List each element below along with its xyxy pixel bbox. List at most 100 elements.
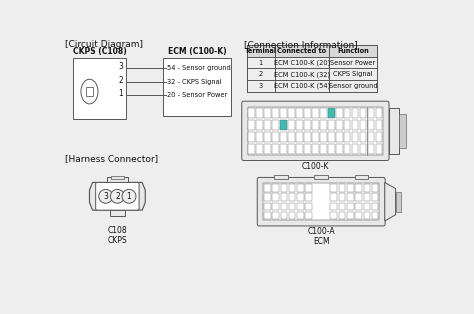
Bar: [355, 212, 362, 219]
Bar: [352, 108, 358, 118]
Bar: [305, 212, 312, 219]
Text: ECM (C100-K): ECM (C100-K): [168, 47, 227, 56]
Text: 2: 2: [259, 71, 263, 77]
Bar: [272, 184, 279, 192]
Bar: [344, 120, 350, 130]
Bar: [264, 193, 271, 201]
Bar: [304, 120, 310, 130]
Text: Sensor Power: Sensor Power: [330, 60, 375, 66]
Bar: [389, 108, 400, 154]
Text: ECM C100-K (54): ECM C100-K (54): [273, 83, 330, 89]
Bar: [280, 132, 287, 142]
Bar: [296, 132, 302, 142]
Bar: [297, 184, 304, 192]
Bar: [264, 108, 271, 118]
Bar: [328, 120, 335, 130]
Bar: [312, 144, 319, 154]
Bar: [272, 132, 279, 142]
Bar: [336, 108, 343, 118]
Bar: [272, 144, 279, 154]
Bar: [305, 193, 312, 201]
Bar: [320, 120, 327, 130]
Text: CKPS (C108): CKPS (C108): [73, 47, 127, 56]
Text: 3: 3: [118, 62, 123, 72]
Bar: [347, 193, 354, 201]
Bar: [368, 132, 374, 142]
Bar: [336, 132, 343, 142]
Bar: [281, 212, 287, 219]
Text: 32 - CKPS Signal: 32 - CKPS Signal: [167, 78, 222, 84]
Bar: [304, 144, 310, 154]
Bar: [338, 184, 345, 192]
Bar: [400, 114, 406, 148]
Bar: [312, 185, 330, 219]
Bar: [163, 58, 231, 116]
FancyBboxPatch shape: [257, 177, 385, 226]
Bar: [297, 193, 304, 201]
Bar: [297, 203, 304, 210]
Bar: [372, 184, 379, 192]
Bar: [376, 132, 383, 142]
Bar: [305, 184, 312, 192]
Bar: [289, 184, 295, 192]
Text: [Harness Connector]: [Harness Connector]: [65, 154, 159, 163]
Bar: [347, 203, 354, 210]
Bar: [256, 144, 263, 154]
Bar: [314, 175, 328, 179]
Bar: [360, 144, 366, 154]
Bar: [86, 87, 92, 96]
Circle shape: [110, 189, 124, 203]
Bar: [330, 212, 337, 219]
Bar: [288, 108, 295, 118]
Bar: [263, 183, 379, 220]
Bar: [320, 108, 327, 118]
Bar: [288, 120, 295, 130]
Bar: [109, 210, 125, 215]
Bar: [289, 203, 295, 210]
Bar: [305, 203, 312, 210]
Bar: [111, 176, 124, 179]
Bar: [368, 144, 374, 154]
FancyBboxPatch shape: [96, 182, 139, 210]
Text: 3: 3: [103, 192, 108, 201]
Bar: [280, 144, 287, 154]
Bar: [280, 108, 287, 118]
Text: Function: Function: [337, 48, 369, 54]
Text: 1: 1: [259, 60, 263, 66]
Bar: [355, 203, 362, 210]
Bar: [281, 184, 287, 192]
Bar: [330, 184, 337, 192]
Bar: [289, 212, 295, 219]
Bar: [304, 108, 310, 118]
Bar: [347, 212, 354, 219]
Bar: [281, 203, 287, 210]
Bar: [281, 193, 287, 201]
Text: Terminal: Terminal: [245, 48, 277, 54]
Bar: [330, 203, 337, 210]
Bar: [264, 144, 271, 154]
Bar: [248, 144, 255, 154]
Bar: [355, 193, 362, 201]
Bar: [372, 193, 379, 201]
Text: ECM C100-K (20): ECM C100-K (20): [273, 59, 330, 66]
Bar: [336, 120, 343, 130]
Bar: [336, 144, 343, 154]
Bar: [352, 144, 358, 154]
FancyBboxPatch shape: [242, 101, 389, 160]
Bar: [368, 108, 374, 118]
Bar: [372, 212, 379, 219]
Bar: [330, 193, 337, 201]
Bar: [355, 175, 368, 179]
Bar: [364, 184, 370, 192]
Bar: [288, 132, 295, 142]
Bar: [360, 132, 366, 142]
Bar: [312, 132, 319, 142]
Bar: [73, 58, 126, 119]
Bar: [264, 132, 271, 142]
Bar: [338, 203, 345, 210]
Text: 1: 1: [127, 192, 131, 201]
Bar: [376, 108, 383, 118]
Bar: [320, 132, 327, 142]
Bar: [368, 120, 374, 130]
Bar: [376, 120, 383, 130]
